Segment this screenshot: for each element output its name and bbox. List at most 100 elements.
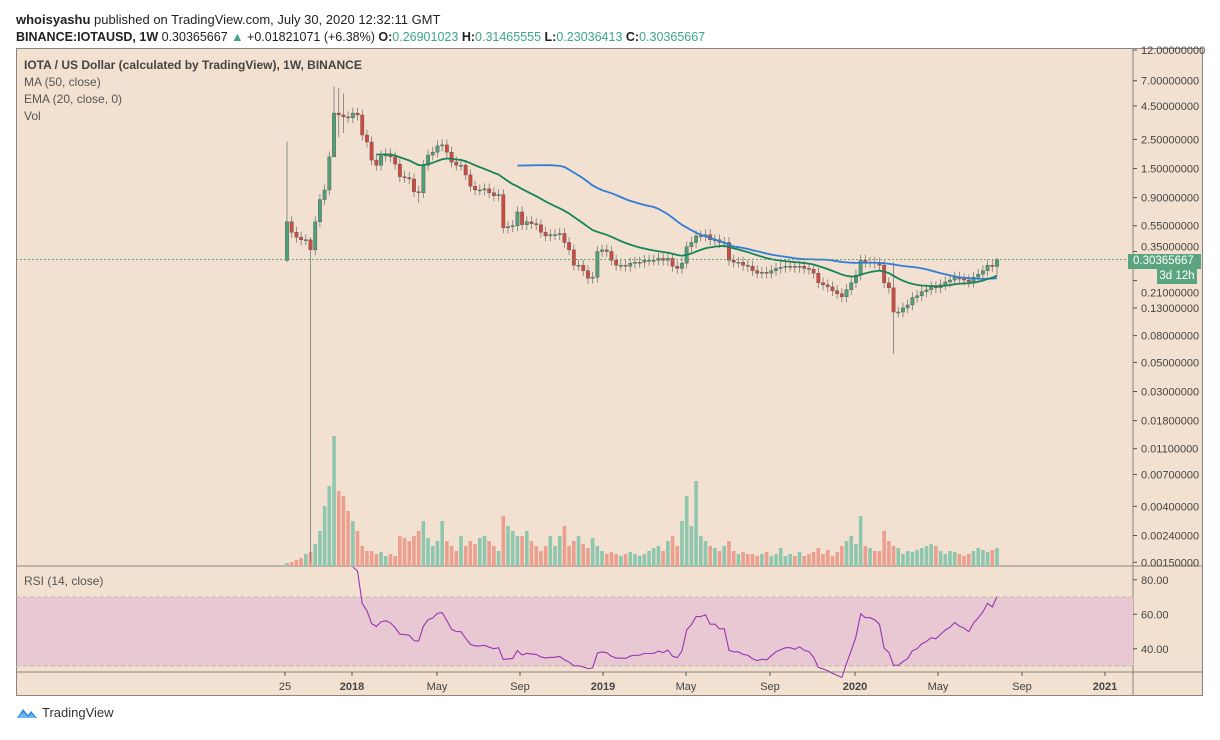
- candle-body: [783, 266, 788, 268]
- candle: [971, 271, 976, 288]
- price-tick-label: 0.01800000: [1141, 416, 1199, 428]
- candle-body: [393, 156, 398, 165]
- candle-body: [985, 265, 990, 271]
- candle: [980, 265, 985, 280]
- candle-body: [905, 304, 910, 309]
- candle: [731, 254, 736, 268]
- tradingview-cloud-icon: [17, 708, 37, 718]
- candle-body: [477, 189, 482, 192]
- volume-bar: [957, 554, 962, 566]
- volume-bar: [604, 554, 609, 566]
- candle: [496, 189, 501, 202]
- volume-bar: [703, 541, 708, 566]
- legend-ema[interactable]: EMA (20, close, 0): [24, 92, 123, 106]
- candle: [506, 221, 510, 234]
- candle: [929, 281, 934, 296]
- time-tick-label: 2018: [340, 681, 364, 693]
- candle: [393, 151, 398, 170]
- volume-bar: [882, 531, 886, 566]
- candle-body: [604, 249, 609, 252]
- volume-bar: [548, 536, 553, 566]
- volume-bar: [915, 550, 919, 566]
- rsi-line: [352, 566, 998, 679]
- price-tick-label: 12.00000000: [1141, 45, 1205, 57]
- candle: [397, 158, 402, 183]
- volume-bar: [576, 536, 581, 566]
- volume-bar: [722, 546, 727, 566]
- candle-body: [308, 239, 313, 251]
- candle: [299, 231, 304, 246]
- volume-bar: [868, 548, 872, 566]
- tradingview-logo[interactable]: TradingView: [16, 705, 114, 720]
- legend-rsi[interactable]: RSI (14, close): [24, 574, 104, 588]
- candle: [539, 219, 543, 238]
- volume-bar: [708, 546, 712, 566]
- candle-body: [980, 270, 985, 275]
- volume-bar: [924, 546, 929, 566]
- ma-50-line: [517, 164, 998, 280]
- volume-bar: [567, 546, 571, 566]
- author[interactable]: whoisyashu: [16, 12, 91, 27]
- close-label: C:: [625, 30, 640, 44]
- legend-ma[interactable]: MA (50, close): [24, 75, 101, 89]
- volume-bar: [976, 548, 980, 566]
- candle-body: [811, 269, 816, 274]
- candle: [595, 246, 600, 283]
- candle-body: [524, 221, 529, 225]
- volume-bar: [811, 552, 816, 566]
- volume-bar: [774, 554, 778, 566]
- volume-bar: [506, 526, 510, 566]
- volume-bar: [543, 546, 548, 566]
- candle-body: [289, 221, 294, 233]
- legend-vol[interactable]: Vol: [24, 109, 41, 123]
- volume-bar: [614, 554, 618, 566]
- volume-bar: [459, 536, 463, 566]
- candle: [910, 292, 915, 311]
- volume-bar: [858, 516, 863, 566]
- volume-bar: [595, 546, 600, 566]
- candle: [614, 254, 619, 271]
- candle-body: [910, 297, 915, 306]
- candle: [821, 277, 825, 291]
- volume-bar: [482, 536, 487, 566]
- candle: [778, 261, 783, 274]
- volume-bar: [426, 538, 430, 566]
- candle-body: [633, 261, 637, 264]
- volume-bar: [647, 551, 651, 566]
- candle: [412, 173, 416, 198]
- candle-body: [760, 272, 764, 274]
- candle: [882, 259, 887, 289]
- volume-bar: [934, 546, 938, 566]
- candle: [783, 260, 788, 273]
- candle-body: [586, 270, 590, 279]
- volume-bar: [778, 548, 783, 566]
- candle-body: [449, 151, 454, 163]
- volume-bar: [680, 521, 684, 566]
- volume-bar: [802, 556, 807, 566]
- volume-bar: [863, 546, 868, 566]
- brand-name: TradingView: [42, 705, 114, 720]
- candle-body: [402, 176, 407, 178]
- candle-body: [962, 278, 966, 281]
- volume-bar: [745, 554, 750, 566]
- price-tick-label: 0.00150000: [1141, 557, 1199, 569]
- candle-body: [576, 265, 581, 267]
- volume-bar: [473, 544, 477, 566]
- candle-body: [534, 223, 539, 225]
- candle-body: [294, 232, 299, 238]
- candle: [374, 154, 379, 171]
- chart-frame[interactable]: [16, 48, 1203, 696]
- last-price: 0.30365667: [161, 30, 228, 44]
- volume-bar: [694, 481, 698, 566]
- price-tick-label: 2.50000000: [1141, 134, 1199, 146]
- candle-body: [675, 266, 680, 269]
- candle-body: [355, 112, 360, 116]
- volume-bar: [421, 521, 426, 566]
- candle-body: [374, 159, 379, 166]
- candle: [369, 136, 374, 166]
- candle: [788, 260, 793, 272]
- candle-body: [821, 282, 825, 286]
- candle: [322, 184, 327, 205]
- candle-body: [952, 276, 957, 281]
